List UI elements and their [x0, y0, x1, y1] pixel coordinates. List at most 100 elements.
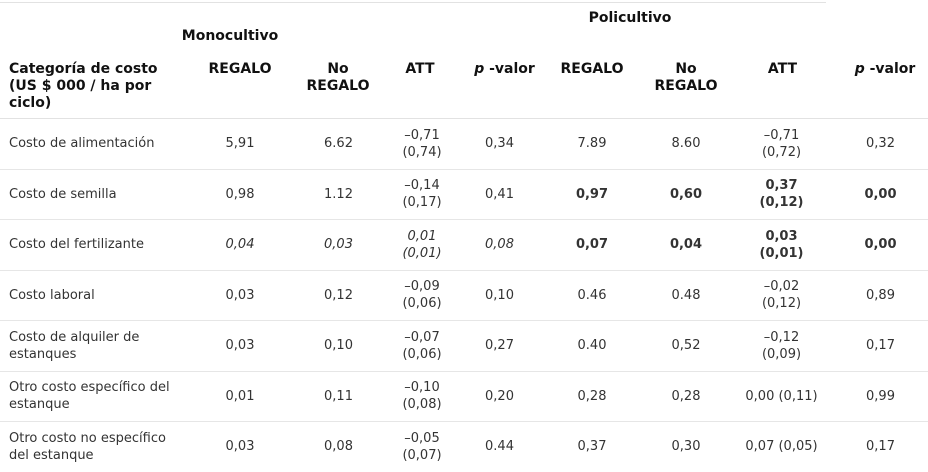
mono-p-cell: 0,10	[457, 270, 542, 321]
att-value: –0,12	[763, 329, 800, 345]
header-rule	[0, 118, 928, 119]
poly-no-regalo-header: No REGALO	[636, 61, 736, 95]
poly-p-cell: 0,17	[866, 439, 895, 455]
mono-no-regalo-cell: 0,11	[290, 371, 387, 422]
poly-no-regalo-cell: 0,04	[642, 219, 730, 271]
p-suffix: -valor	[484, 61, 535, 77]
category-header: Categoría de costo (US $ 000 / ha por ci…	[9, 61, 158, 111]
mono-regalo-cell: 0,03	[190, 320, 290, 372]
mono-no-regalo-cell: 0,10	[290, 320, 387, 372]
poly-no-regalo-cell: 0.48	[642, 270, 730, 321]
poly-p-cell: 0,99	[833, 371, 928, 422]
cost-table: Costo de alimentación 5,91 6.62 –0,71 (0,…	[0, 119, 928, 472]
att-se: (0,06)	[402, 346, 442, 362]
category-cell: Costo de alimentación	[0, 119, 190, 170]
poly-att-cell: 0,00 (0,11)	[730, 371, 833, 422]
att-value: –0,09	[404, 279, 440, 295]
mono-regalo-cell: 0,03	[190, 270, 290, 321]
att-value: –0,10	[404, 380, 440, 396]
mono-p-cell: 0,20	[457, 371, 542, 422]
poly-no-regalo-header-line2: REGALO	[654, 78, 718, 94]
mono-p-cell: 0,27	[457, 320, 542, 372]
mono-no-regalo-cell: 0,03	[290, 219, 387, 271]
att-value: 0,03	[765, 228, 798, 244]
category-cell: Otro costo específico del estanque	[0, 371, 190, 422]
category-line1: Otro costo específico del	[9, 380, 170, 396]
category-cell: Costo de alquiler de estanques	[0, 320, 190, 372]
table-row: Costo laboral 0,03 0,12 –0,09 (0,06) 0,10…	[0, 270, 928, 321]
poly-p-cell: 0,00	[833, 169, 928, 220]
att-se: (0,07)	[402, 447, 442, 463]
mono-regalo-cell: 0,04	[190, 219, 290, 271]
att-se: (0,06)	[402, 296, 442, 312]
poly-att-cell: –0,12 (0,09)	[730, 320, 833, 372]
mono-no-regalo-header-line1: No	[327, 61, 349, 77]
poly-p-cell: 0,17	[833, 320, 928, 372]
mono-att-cell: 0,01 (0,01)	[387, 219, 457, 271]
mono-no-regalo-cell: 6.62	[290, 119, 387, 170]
mono-att-header: ATT	[405, 61, 435, 77]
mono-p-cell: 0.44	[485, 439, 514, 455]
att-se: (0,09)	[761, 346, 802, 362]
poly-att-cell: –0,02 (0,12)	[730, 270, 833, 321]
poly-pvalue-header: p -valor	[840, 61, 928, 78]
category-line2: del estanque	[9, 447, 94, 463]
att-value: –0,07	[404, 329, 440, 345]
poly-regalo-cell: 0,28	[542, 371, 642, 422]
att-value: –0,71	[404, 127, 440, 143]
att-se: (0,17)	[402, 195, 442, 211]
poly-p-cell: 0,89	[833, 270, 928, 321]
poly-group-header: Policultivo	[588, 10, 672, 26]
poly-p-cell: 0,32	[833, 119, 928, 170]
att-value: –0,71	[763, 127, 800, 143]
category-line2: estanques	[9, 346, 77, 362]
poly-regalo-cell: 0.40	[542, 320, 642, 372]
mono-att-cell: –0,09 (0,06)	[387, 270, 457, 321]
poly-no-regalo-cell: 0,30	[671, 439, 701, 455]
att-value: 0,01	[407, 228, 437, 244]
poly-no-regalo-cell: 0,28	[642, 371, 730, 422]
mono-no-regalo-header: No REGALO	[288, 61, 388, 95]
att-se: (0,12)	[761, 296, 802, 312]
table-row: Otro costo no específico del estanque 0,0…	[0, 422, 928, 472]
mono-regalo-cell: 5,91	[190, 119, 290, 170]
p-suffix: -valor	[864, 61, 916, 77]
poly-no-regalo-cell: 8.60	[642, 119, 730, 170]
category-cell: Costo de semilla	[0, 169, 190, 220]
table-row: Costo de alimentación 5,91 6.62 –0,71 (0,…	[0, 119, 928, 170]
table-row: Costo del fertilizante 0,04 0,03 0,01 (0,…	[0, 219, 928, 271]
poly-regalo-cell: 7.89	[542, 119, 642, 170]
att-se: (0,01)	[402, 245, 442, 261]
mono-p-cell: 0,34	[457, 119, 542, 170]
category-line1: Otro costo no específico	[9, 430, 166, 446]
poly-regalo-cell: 0,07	[542, 219, 642, 271]
mono-att-cell: –0,71 (0,74)	[387, 119, 457, 170]
category-cell: Otro costo no específico del estanque	[0, 422, 190, 472]
poly-regalo-cell: 0.46	[542, 270, 642, 321]
category-line2: estanque	[9, 397, 70, 413]
mono-regalo-cell: 0,03	[225, 439, 255, 455]
category-line1: Costo de alquiler de	[9, 329, 140, 345]
att-value: 0,37	[765, 178, 798, 194]
poly-p-cell: 0,00	[833, 219, 928, 271]
mono-att-cell: –0,14 (0,17)	[387, 169, 457, 220]
poly-no-regalo-cell: 0,52	[642, 320, 730, 372]
poly-att-cell: –0,71 (0,72)	[730, 119, 833, 170]
mono-att-cell: –0,10 (0,08)	[387, 371, 457, 422]
att-se: (0,12)	[759, 195, 804, 211]
att-value: –0,05	[404, 430, 440, 446]
mono-p-cell: 0,41	[457, 169, 542, 220]
p-symbol: p	[854, 61, 865, 77]
table-row: Costo de alquiler de estanques 0,03 0,10 …	[0, 320, 928, 372]
att-value: –0,14	[404, 178, 440, 194]
att-se: (0,72)	[761, 144, 802, 160]
poly-no-regalo-cell: 0,60	[642, 169, 730, 220]
poly-no-regalo-header-line1: No	[675, 61, 697, 77]
mono-no-regalo-cell: 0,08	[324, 439, 353, 455]
mono-regalo-cell: 0,01	[190, 371, 290, 422]
poly-att-cell: 0,37 (0,12)	[730, 169, 833, 220]
mono-pvalue-header: p -valor	[462, 61, 547, 78]
att-se: (0,08)	[402, 397, 442, 413]
top-rule	[0, 2, 826, 3]
poly-regalo-cell: 0,37	[577, 439, 607, 455]
